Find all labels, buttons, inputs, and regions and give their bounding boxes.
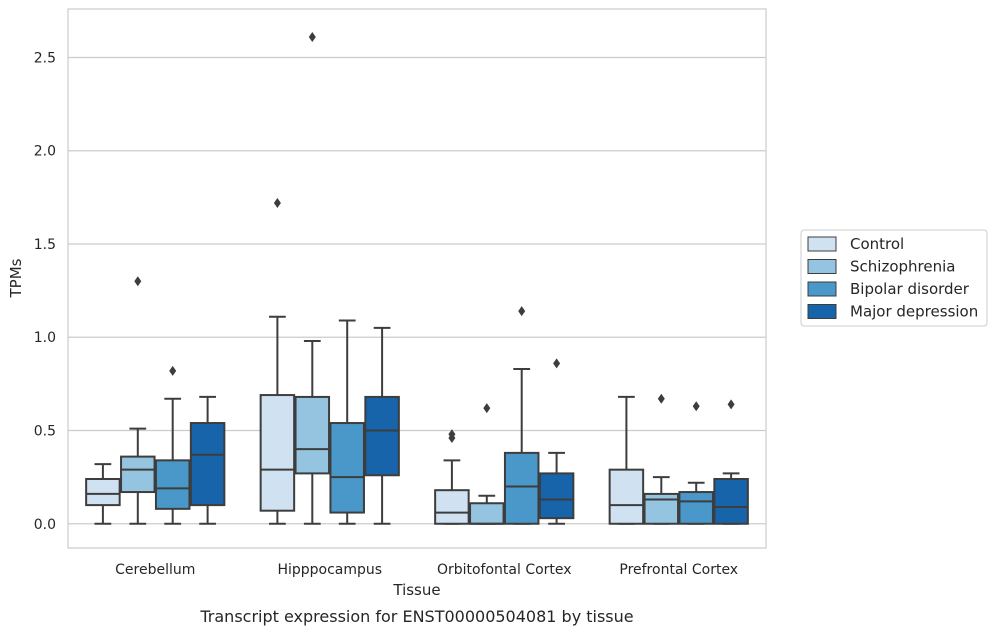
outlier-point xyxy=(308,31,316,42)
y-axis-label: TPMs xyxy=(7,258,25,298)
box-group xyxy=(364,326,400,525)
box-group xyxy=(259,197,296,525)
box xyxy=(503,451,540,525)
legend-swatch xyxy=(807,236,837,252)
outlier-point xyxy=(273,197,281,208)
outlier-point xyxy=(727,399,735,410)
outlier-point xyxy=(518,306,526,317)
y-tick-label: 2.0 xyxy=(34,144,56,160)
box-group xyxy=(608,395,645,525)
x-tick-label: Cerebellum xyxy=(115,562,195,578)
outlier-point xyxy=(169,365,177,376)
y-tick-label: 2.5 xyxy=(34,50,56,66)
figure-caption: Transcript expression for ENST0000050408… xyxy=(199,607,633,626)
legend-label: Major depression xyxy=(850,303,978,321)
plot-area xyxy=(67,8,767,549)
outlier-point xyxy=(134,276,142,287)
x-tick-label: Prefrontal Cortex xyxy=(619,562,738,578)
legend: Control Schizophrenia Bipolar disorder Majo… xyxy=(800,229,988,327)
box xyxy=(120,455,156,494)
box xyxy=(85,477,121,507)
box-group xyxy=(154,365,191,525)
y-tick-labels: 0.0 0.5 1.0 1.5 2.0 2.5 xyxy=(34,50,56,532)
y-tick-label: 1.0 xyxy=(34,330,56,346)
box-group xyxy=(643,393,680,525)
box-group xyxy=(678,401,714,525)
box xyxy=(678,491,714,525)
y-tick-label: 1.5 xyxy=(34,237,56,253)
legend-swatch xyxy=(807,259,837,274)
box xyxy=(538,472,575,520)
legend-label: Schizophrenia xyxy=(850,258,955,276)
box-group xyxy=(85,463,121,525)
box xyxy=(643,492,680,525)
box xyxy=(608,468,645,525)
legend-swatch xyxy=(807,304,837,319)
legend-frame xyxy=(800,229,988,327)
outlier-point xyxy=(448,429,456,440)
x-axis-label: Tissue xyxy=(392,581,440,599)
box-group xyxy=(120,276,156,525)
box xyxy=(364,395,400,477)
outlier-point xyxy=(692,401,700,412)
x-tick-labels: Cerebellum Hipppocampus Orbitofontal Corte… xyxy=(115,562,738,578)
box-group xyxy=(329,319,365,525)
y-tick-label: 0.0 xyxy=(34,517,56,533)
box-group xyxy=(469,403,505,525)
outlier-point xyxy=(657,393,665,404)
box xyxy=(294,395,331,475)
x-tick-label: Orbitofontal Cortex xyxy=(437,562,572,578)
box xyxy=(154,459,191,510)
box xyxy=(329,422,365,514)
outlier-point xyxy=(553,358,561,369)
box xyxy=(189,422,226,507)
legend-label: Control xyxy=(850,235,904,253)
boxes-layer xyxy=(85,31,749,525)
legend-swatch xyxy=(807,281,837,297)
box xyxy=(713,477,749,525)
box xyxy=(259,394,296,512)
box-group xyxy=(434,429,470,525)
box-group xyxy=(189,395,226,525)
box xyxy=(469,502,505,525)
legend-label: Bipolar disorder xyxy=(850,280,970,298)
x-tick-label: Hipppocampus xyxy=(277,562,382,578)
box-group xyxy=(503,306,540,525)
box-group xyxy=(294,31,331,525)
outlier-point xyxy=(483,403,491,414)
box xyxy=(434,489,470,525)
y-tick-label: 0.5 xyxy=(34,424,56,440)
box-group xyxy=(713,399,749,525)
box-group xyxy=(538,358,575,525)
